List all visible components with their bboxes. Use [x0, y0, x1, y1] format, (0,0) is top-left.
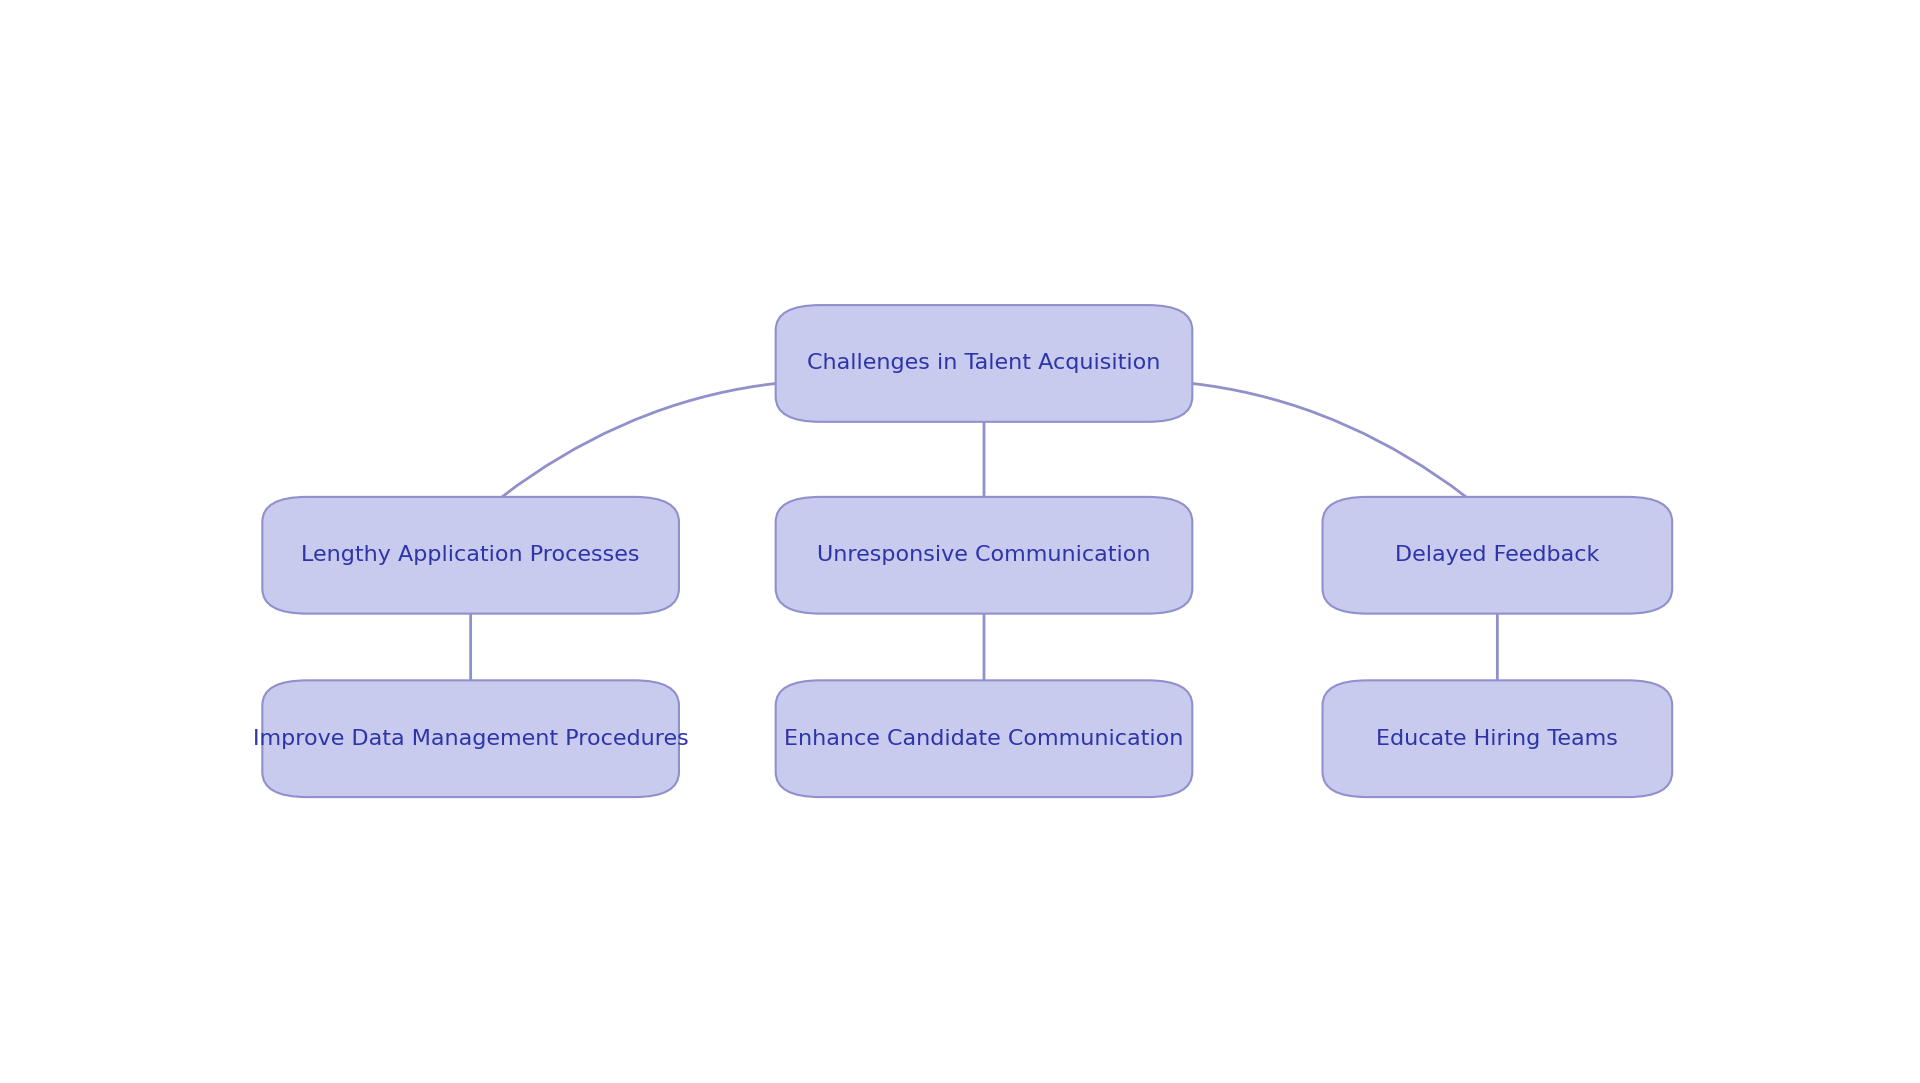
Text: Challenges in Talent Acquisition: Challenges in Talent Acquisition: [806, 353, 1162, 374]
FancyBboxPatch shape: [1323, 680, 1672, 797]
FancyBboxPatch shape: [263, 497, 680, 614]
FancyBboxPatch shape: [1323, 497, 1672, 614]
FancyBboxPatch shape: [776, 305, 1192, 422]
FancyBboxPatch shape: [263, 680, 680, 797]
FancyBboxPatch shape: [776, 680, 1192, 797]
Text: Lengthy Application Processes: Lengthy Application Processes: [301, 545, 639, 565]
Text: Unresponsive Communication: Unresponsive Communication: [818, 545, 1150, 565]
Text: Delayed Feedback: Delayed Feedback: [1396, 545, 1599, 565]
Text: Educate Hiring Teams: Educate Hiring Teams: [1377, 729, 1619, 748]
FancyBboxPatch shape: [776, 497, 1192, 614]
Text: Improve Data Management Procedures: Improve Data Management Procedures: [253, 729, 689, 748]
Text: Enhance Candidate Communication: Enhance Candidate Communication: [783, 729, 1185, 748]
